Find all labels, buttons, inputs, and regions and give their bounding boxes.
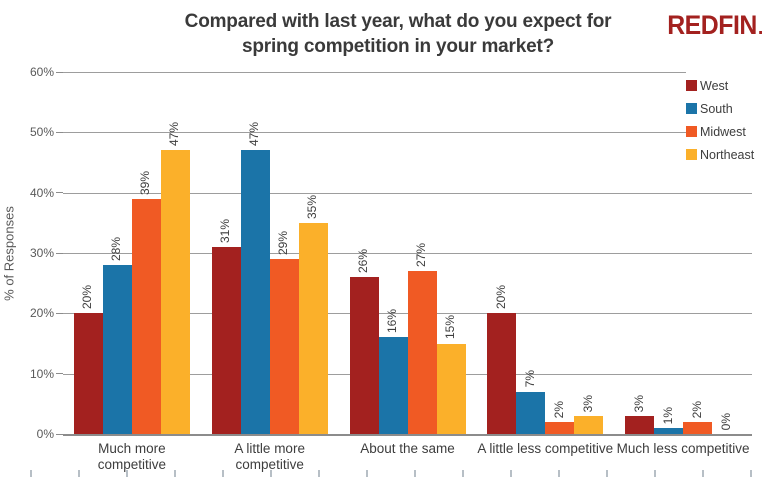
bar-midwest <box>545 421 575 434</box>
bottom-tick <box>510 470 512 477</box>
bar-midwest <box>407 271 437 434</box>
bar-south <box>240 150 270 434</box>
value-label: 20% <box>80 285 95 310</box>
value-label: 15% <box>443 315 457 340</box>
value-label: 47% <box>167 122 182 147</box>
legend-swatch-south <box>686 103 697 114</box>
bottom-tick <box>366 470 368 477</box>
value-label: 39% <box>138 170 153 195</box>
bar-northeast <box>436 343 466 434</box>
bottom-tick <box>414 470 416 477</box>
legend-item-northeast: Northeast <box>686 143 766 166</box>
category-label-1: Much more competitive <box>97 441 167 473</box>
trademark-dot-icon <box>758 31 761 34</box>
redfin-logo-text: REDFIN <box>666 10 757 40</box>
bottom-tick <box>174 470 176 477</box>
value-label: 31% <box>218 218 233 243</box>
y-tick-mark <box>56 373 63 375</box>
bottom-tick <box>654 470 656 477</box>
y-tick-mark <box>56 71 63 73</box>
bottom-tick <box>270 470 272 477</box>
bar-northeast <box>160 150 190 434</box>
bar-west <box>73 313 103 434</box>
category-label-4: A little less competitive <box>477 441 614 456</box>
value-label: 26% <box>356 249 370 274</box>
value-label: 2% <box>689 400 704 418</box>
legend: West South Midwest Northeast <box>686 70 766 166</box>
legend-swatch-northeast <box>686 149 697 160</box>
plot-area: 20% 28% 39% 47% 31% 47% 29% 35% 26% 16% 27% 15% 20% 7… <box>63 72 752 436</box>
value-label: 0% <box>718 412 733 430</box>
bar-south <box>654 427 684 434</box>
bottom-tick <box>318 470 320 477</box>
chart-title: Compared with last year, what do you exp… <box>184 11 612 57</box>
bottom-tick <box>558 470 560 477</box>
bottom-tick <box>30 470 32 477</box>
value-label: 7% <box>522 370 537 388</box>
bar-west <box>349 277 379 434</box>
y-tick-mark <box>56 131 63 133</box>
value-label: 20% <box>493 285 508 310</box>
value-label: 2% <box>551 400 566 418</box>
bottom-tick <box>462 470 464 477</box>
value-label: 28% <box>109 237 124 262</box>
category-label-3: About the same <box>360 441 455 456</box>
legend-label: West <box>700 78 729 93</box>
bar-west <box>211 246 241 434</box>
legend-label: Midwest <box>700 124 746 139</box>
bar-south <box>516 391 546 434</box>
bar-midwest <box>131 198 161 434</box>
bottom-tick <box>222 470 224 477</box>
value-label: 3% <box>631 394 646 412</box>
y-tick-label-10: 10% <box>29 366 54 381</box>
legend-label: South <box>700 101 733 116</box>
gridline-50 <box>63 132 752 134</box>
bar-south <box>378 337 408 434</box>
gridline-60 <box>63 72 752 73</box>
bar-west <box>625 415 655 434</box>
value-label: 27% <box>414 243 428 268</box>
legend-item-midwest: Midwest <box>686 120 766 143</box>
gridline-40 <box>63 192 752 194</box>
y-tick-mark <box>56 252 63 254</box>
y-tick-mark <box>56 192 63 194</box>
bar-northeast <box>574 415 604 434</box>
y-tick-label-60: 60% <box>29 65 54 79</box>
y-tick-label-20: 20% <box>29 306 54 321</box>
value-label: 35% <box>305 194 320 219</box>
bar-south <box>102 265 132 434</box>
bottom-tick <box>750 470 752 477</box>
bar-west <box>487 313 517 434</box>
value-label: 29% <box>276 231 291 256</box>
legend-item-west: West <box>686 74 766 97</box>
legend-item-south: South <box>686 97 766 120</box>
bar-midwest <box>269 259 299 434</box>
value-label: 3% <box>580 394 595 412</box>
bottom-tick <box>606 470 608 477</box>
bottom-tick <box>78 470 80 477</box>
bottom-tick <box>126 470 128 477</box>
value-label: 1% <box>660 406 675 424</box>
y-tick-label-0: 0% <box>36 427 54 441</box>
value-label: 16% <box>385 309 399 334</box>
y-tick-label-40: 40% <box>29 185 54 200</box>
gridline-30 <box>63 253 752 254</box>
y-tick-label-50: 50% <box>29 125 54 140</box>
value-label: 47% <box>247 122 262 147</box>
redfin-logo: REDFIN <box>667 10 761 41</box>
y-tick-mark <box>56 433 63 435</box>
category-label-5: Much less competitive <box>616 441 750 456</box>
bar-midwest <box>683 421 713 434</box>
legend-swatch-west <box>686 80 697 91</box>
category-label-2: A little more competitive <box>234 441 305 473</box>
y-tick-mark <box>56 312 63 314</box>
legend-swatch-midwest <box>686 126 697 137</box>
y-tick-label-30: 30% <box>29 246 54 260</box>
bottom-tick <box>702 470 704 477</box>
bar-northeast <box>298 222 328 434</box>
legend-label: Northeast <box>700 147 755 162</box>
